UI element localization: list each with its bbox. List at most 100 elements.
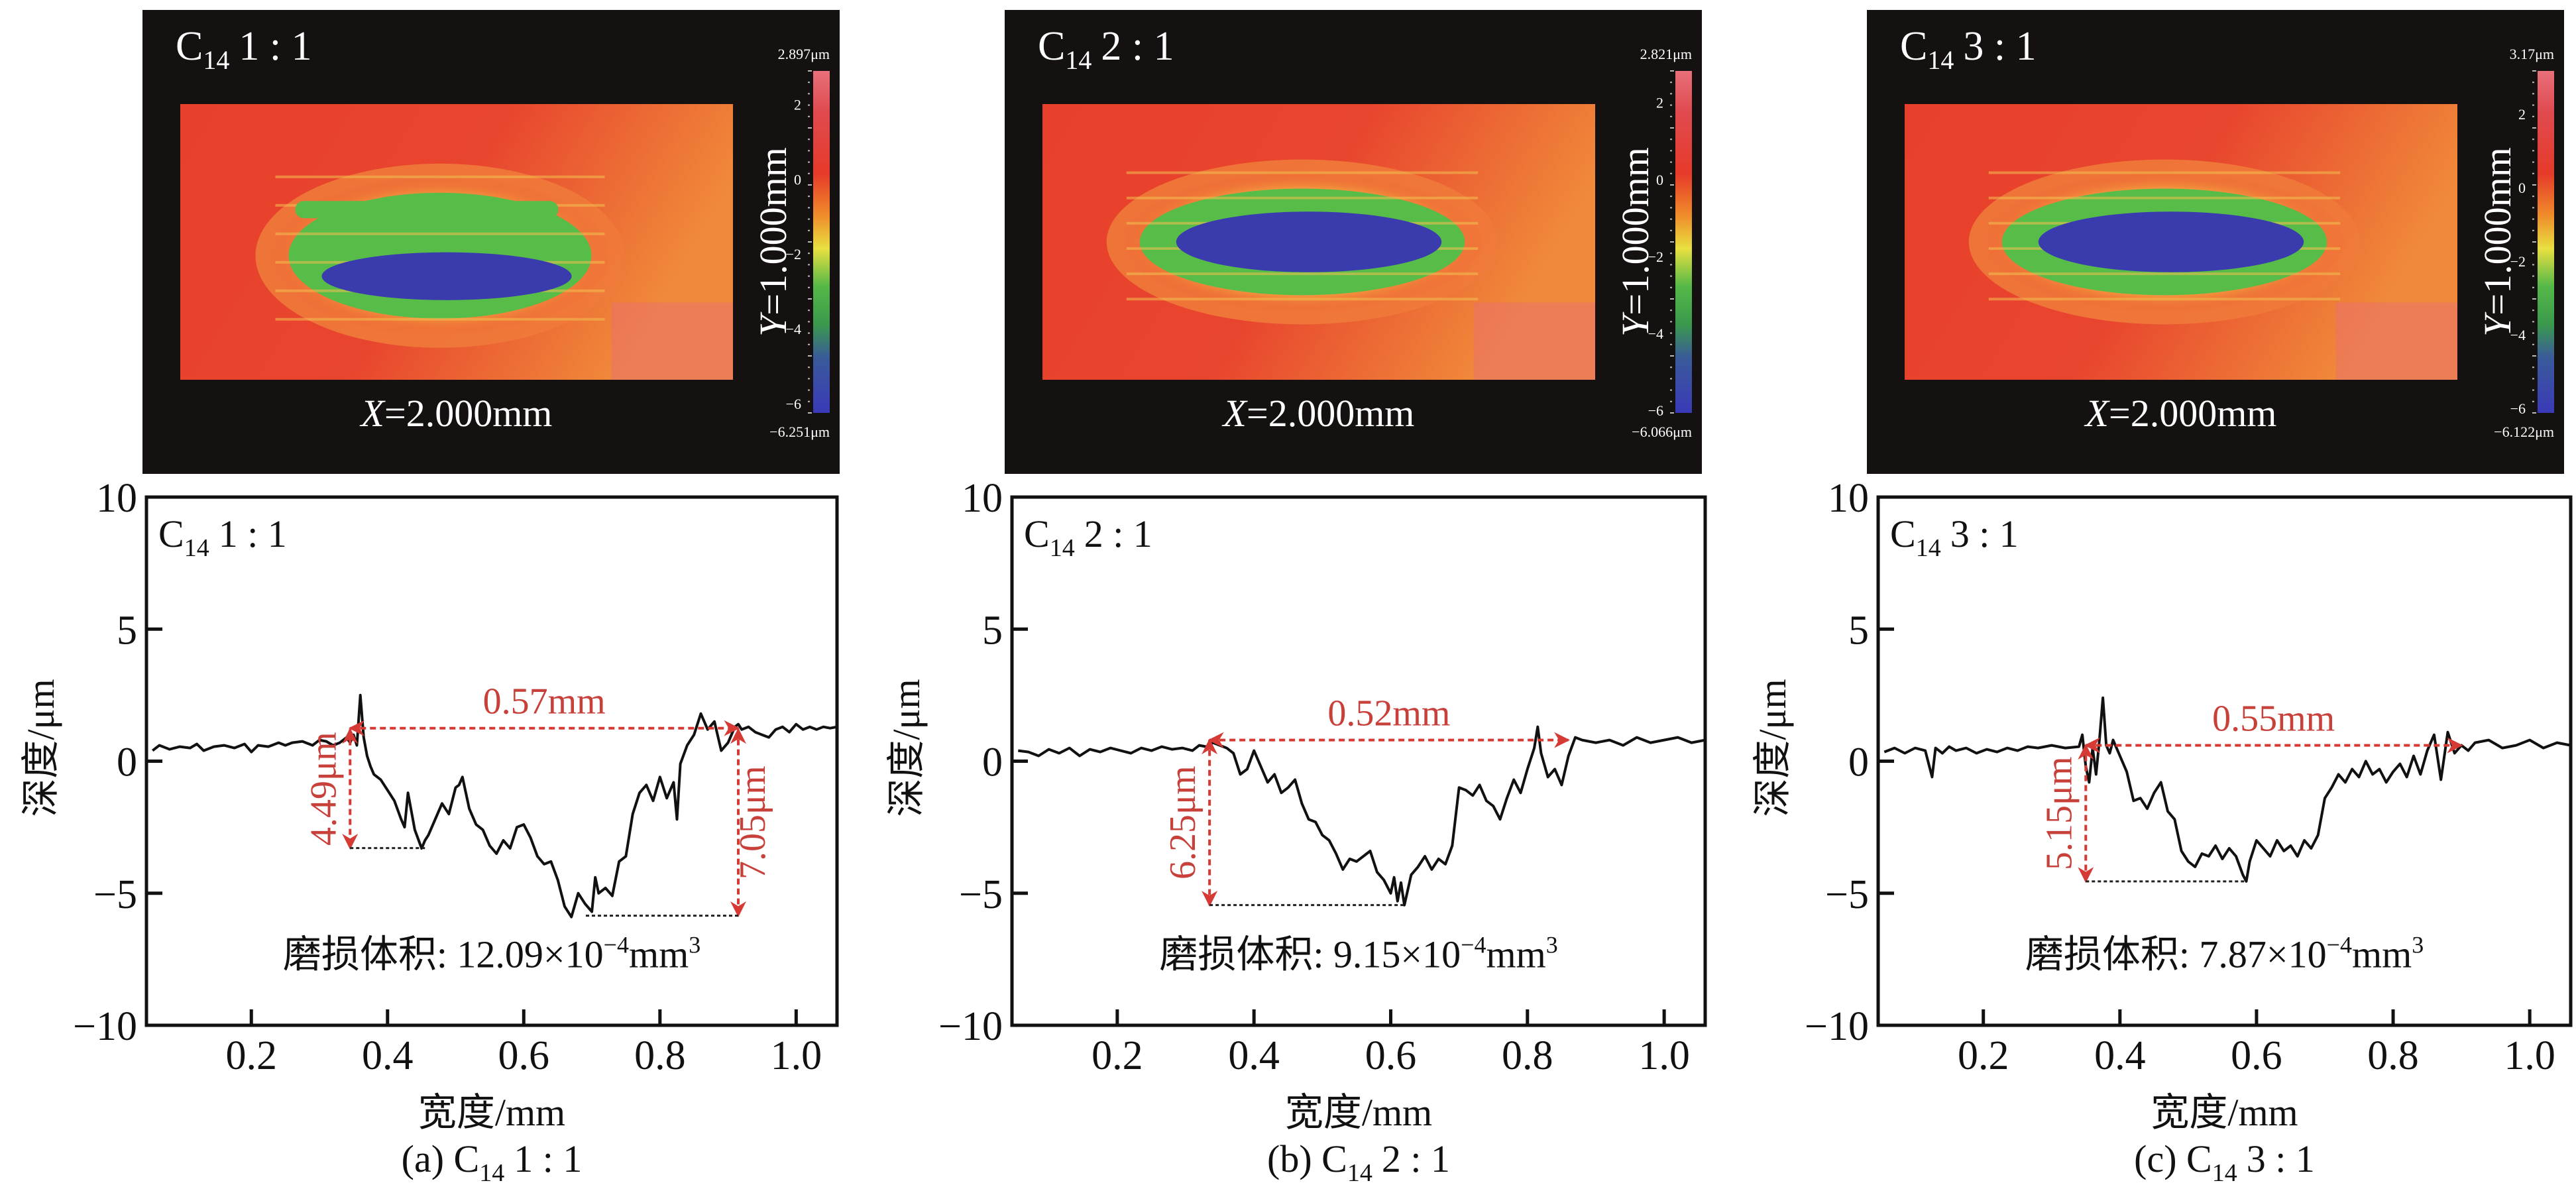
- y-tick-label: −5: [959, 872, 1003, 917]
- colorbar-minor-tick: [1670, 264, 1672, 266]
- map-x-italic: X: [1222, 392, 1249, 435]
- legend-subscript: 14: [1916, 534, 1941, 562]
- map-title-ratio: 3 : 1: [1963, 24, 2036, 69]
- colorbar-minor-tick: [1670, 310, 1672, 311]
- colorbar-minor-tick: [808, 150, 810, 152]
- depth-dimension-label: 6.25μm: [1162, 765, 1204, 879]
- y-tick-label: 10: [96, 476, 137, 521]
- map-title: C14 3 : 1: [1900, 24, 2037, 75]
- y-tick-label: −5: [93, 872, 137, 917]
- y-tick-label: −10: [938, 1004, 1003, 1049]
- colorbar-tick-label: −6: [786, 396, 801, 412]
- x-axis-label: 宽度/mm: [418, 1091, 565, 1134]
- wear-streak: [1988, 272, 2341, 276]
- wear-streak: [1988, 196, 2341, 199]
- colorbar-minor-tick: [1670, 70, 1674, 72]
- colorbar-minor-tick: [1670, 343, 1672, 345]
- colorbar-minor-tick: [1670, 104, 1672, 106]
- colorbar-minor-tick: [808, 275, 810, 277]
- y-tick-label: 0: [117, 740, 137, 785]
- map-x-italic: X: [2084, 392, 2111, 435]
- colorbar-minor-tick: [808, 310, 810, 311]
- map-title: C14 2 : 1: [1038, 24, 1174, 75]
- colorbar-minor-tick: [1670, 355, 1674, 357]
- wear-streak: [275, 317, 605, 321]
- caption-ratio: 2 : 1: [1382, 1137, 1450, 1180]
- x-axis-label: 宽度/mm: [2151, 1091, 2298, 1134]
- surface-scratch-region: [2335, 302, 2457, 380]
- colorbar-tick-label: −6: [2510, 400, 2526, 417]
- depth-profile-line: [1018, 725, 1706, 907]
- y-tick-label: 0: [982, 740, 1003, 785]
- colorbar-minor-tick: [808, 264, 810, 266]
- colorbar-minor-tick: [2532, 127, 2536, 129]
- colorbar-minor-tick: [1670, 332, 1672, 334]
- colorbar-max-label: 3.17μm: [2510, 46, 2554, 62]
- subfigure-caption: (c) C14 3 : 1: [2134, 1137, 2315, 1187]
- caption-prefix: (b) C: [1267, 1137, 1347, 1180]
- wear-volume-exponent: −4: [604, 931, 629, 958]
- map-x-rest: =2.000mm: [384, 392, 552, 435]
- map-y-italic: Y: [2476, 311, 2519, 337]
- colorbar-minor-tick: [808, 241, 812, 243]
- x-tick-label: 0.8: [2367, 1033, 2419, 1078]
- colorbar-max-label: 2.821μm: [1640, 46, 1692, 62]
- colorbar-minor-tick: [1670, 150, 1672, 152]
- wear-streak: [1126, 196, 1479, 199]
- depth-profile-line: [1883, 696, 2571, 883]
- colorbar-minor-tick: [2532, 275, 2534, 277]
- colorbar-minor-tick: [808, 286, 810, 288]
- surface-height-image: [180, 104, 733, 380]
- wear-volume-value: 磨损体积: 12.09×10: [283, 933, 604, 976]
- colorbar-minor-tick: [808, 104, 810, 106]
- depth-dimension-label: 4.49μm: [303, 732, 344, 846]
- x-tick-label: 0.2: [1958, 1033, 2009, 1078]
- caption-subscript: 14: [1347, 1159, 1372, 1187]
- y-tick-label: 0: [1848, 740, 1869, 785]
- caption-prefix: (a) C: [402, 1137, 480, 1180]
- map-title-subscript: 14: [1927, 45, 1954, 75]
- colorbar-max-label: 2.897μm: [778, 46, 830, 62]
- y-tick-label: 5: [1848, 608, 1869, 653]
- caption-subscript: 14: [479, 1159, 504, 1187]
- colorbar-minor-tick: [2532, 150, 2534, 152]
- colorbar-minor-tick: [1670, 229, 1672, 231]
- colorbar-minor-tick: [2532, 229, 2534, 231]
- colorbar-minor-tick: [2532, 184, 2536, 186]
- colorbar-minor-tick: [2532, 378, 2534, 380]
- colorbar-minor-tick: [2532, 172, 2534, 174]
- map-y-rest: =1.000mm: [2476, 147, 2519, 315]
- colorbar-minor-tick: [808, 115, 810, 117]
- colorbar-minor-tick: [1670, 275, 1672, 277]
- caption-ratio: 1 : 1: [514, 1137, 582, 1180]
- colorbar-minor-tick: [2532, 412, 2536, 414]
- colorbar-minor-tick: [1670, 82, 1672, 84]
- colorbar-tick-label: −4: [1648, 325, 1663, 342]
- x-tick-label: 0.2: [226, 1033, 278, 1078]
- colorbar: [1675, 71, 1692, 413]
- wear-scar-deep-blue: [2038, 211, 2304, 272]
- colorbar-minor-tick: [1670, 286, 1672, 288]
- map-y-italic: Y: [752, 311, 795, 337]
- colorbar-minor-tick: [1670, 241, 1674, 243]
- y-tick-label: −10: [1805, 1004, 1869, 1049]
- plot-legend-label: C14 3 : 1: [1890, 512, 2019, 562]
- colorbar-minor-tick: [2532, 286, 2534, 288]
- colorbar-minor-tick: [808, 321, 810, 323]
- caption-subscript: 14: [2212, 1159, 2237, 1187]
- colorbar-minor-tick: [1670, 184, 1674, 186]
- legend-ratio: 1 : 1: [219, 512, 287, 555]
- x-tick-label: 1.0: [1638, 1033, 1690, 1078]
- wear-streak: [275, 232, 605, 235]
- legend-subscript: 14: [184, 534, 209, 562]
- y-tick-label: −5: [1825, 872, 1869, 917]
- colorbar-minor-tick: [808, 332, 810, 334]
- y-tick-label: 10: [1828, 476, 1869, 521]
- x-tick-label: 0.6: [498, 1033, 550, 1078]
- colorbar-minor-tick: [2532, 367, 2534, 368]
- wear-scar-deep-blue: [321, 252, 572, 300]
- colorbar-minor-tick: [808, 253, 810, 254]
- colorbar-minor-tick: [808, 184, 812, 186]
- colorbar-minor-tick: [1670, 127, 1674, 129]
- surface-height-image: [1905, 104, 2457, 380]
